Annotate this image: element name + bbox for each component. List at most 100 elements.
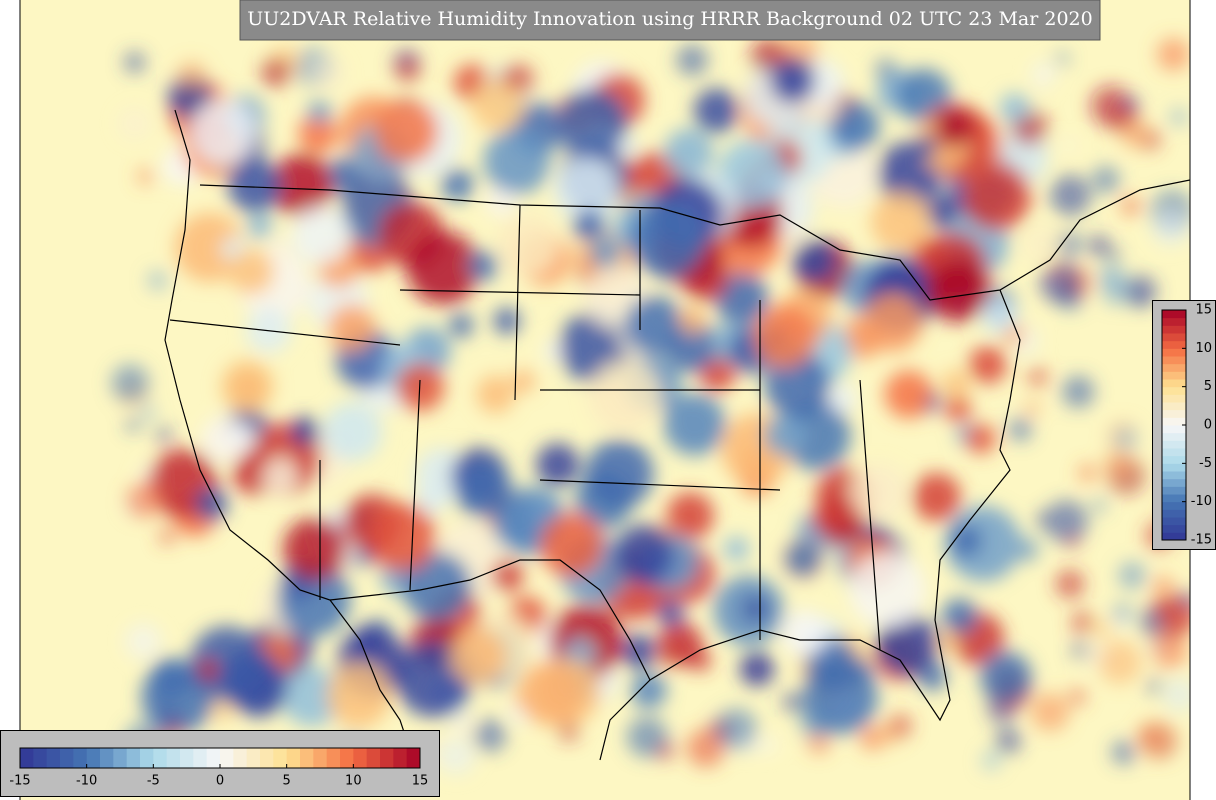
field-blob xyxy=(125,623,162,660)
field-blob xyxy=(536,443,580,487)
field-blob xyxy=(283,517,347,581)
colorbar-tick-label: -5 xyxy=(147,774,160,789)
field-blob xyxy=(174,212,245,283)
field-blob xyxy=(1092,619,1113,640)
colorbar-segment xyxy=(1162,379,1186,388)
field-blob xyxy=(119,108,150,139)
field-blob xyxy=(366,502,437,573)
field-blob xyxy=(849,463,907,521)
map xyxy=(20,0,1190,800)
field-blob xyxy=(753,304,817,368)
colorbar-segment xyxy=(340,748,354,768)
field-blob xyxy=(724,536,750,562)
field-blob xyxy=(663,393,726,456)
colorbar-segment xyxy=(1162,524,1186,533)
field-blob xyxy=(965,423,996,454)
field-blob xyxy=(1121,196,1141,216)
field-blob xyxy=(1078,463,1097,482)
field-blob xyxy=(941,598,978,634)
field-blob xyxy=(1071,611,1094,634)
colorbar-segment xyxy=(233,748,248,768)
field-blob xyxy=(999,93,1030,124)
field-blob xyxy=(1008,418,1032,442)
field-blob xyxy=(941,369,971,399)
field-blob xyxy=(310,56,345,90)
field-blob xyxy=(468,250,499,281)
colorbar-tick-label: -15 xyxy=(9,774,30,789)
colorbar-segment xyxy=(366,748,381,768)
colorbar-tick-label: 15 xyxy=(1195,303,1212,318)
colorbar-segment xyxy=(1162,471,1186,480)
innovation-field xyxy=(111,32,1190,775)
field-blob xyxy=(449,313,474,338)
colorbar-segment xyxy=(140,748,154,768)
field-blob xyxy=(849,551,926,628)
field-blob xyxy=(229,249,275,295)
field-blob xyxy=(1107,249,1121,263)
field-blob xyxy=(937,630,959,653)
field-blob xyxy=(963,162,1031,231)
field-blob xyxy=(884,370,933,419)
field-blob xyxy=(197,659,219,681)
field-blob xyxy=(1044,500,1088,544)
field-blob xyxy=(323,402,382,462)
field-blob xyxy=(159,702,174,717)
colorbar-segment xyxy=(1162,440,1186,449)
field-blob xyxy=(281,666,342,727)
colorbar-segment xyxy=(1162,363,1186,372)
field-blob xyxy=(1179,591,1190,609)
field-blob xyxy=(1092,498,1106,513)
field-blob xyxy=(1055,51,1070,66)
colorbar-tick-label: -10 xyxy=(1191,494,1212,509)
field-blob xyxy=(781,610,828,656)
field-blob xyxy=(859,724,886,751)
field-blob xyxy=(621,633,657,670)
field-blob xyxy=(624,295,684,356)
field-blob xyxy=(1068,688,1086,706)
colorbar-segment xyxy=(326,748,341,768)
colorbar-segment xyxy=(1162,455,1186,464)
colorbar-segment xyxy=(1162,425,1186,434)
colorbar-segment xyxy=(1162,486,1186,495)
field-blob xyxy=(1092,166,1120,194)
field-blob xyxy=(686,728,725,768)
field-blob xyxy=(934,109,973,148)
colorbar-segment xyxy=(1162,478,1186,487)
field-blob xyxy=(1170,108,1188,126)
colorbar-segment xyxy=(1162,417,1186,426)
colorbar-segment xyxy=(1162,394,1186,403)
colorbar-tick-label: -15 xyxy=(1191,533,1212,548)
field-blob xyxy=(221,359,274,413)
field-blob xyxy=(626,716,668,758)
colorbar-segment xyxy=(100,748,114,768)
field-blob xyxy=(888,713,913,738)
field-blob xyxy=(829,384,857,411)
field-blob xyxy=(1101,272,1134,306)
field-blob xyxy=(177,61,207,91)
colorbar-segment xyxy=(1162,348,1186,357)
field-blob xyxy=(676,44,708,76)
field-blob xyxy=(1111,740,1136,765)
colorbar-segment xyxy=(1162,532,1186,541)
colorbar-segment xyxy=(46,748,61,768)
field-blob xyxy=(557,88,628,159)
field-blob xyxy=(270,153,334,217)
field-blob xyxy=(1152,576,1175,598)
colorbar-segment xyxy=(313,748,328,768)
field-blob xyxy=(1035,78,1049,92)
title-box xyxy=(239,0,1101,41)
field-blob xyxy=(1066,535,1079,549)
field-blob xyxy=(742,595,769,622)
field-blob xyxy=(156,427,172,443)
field-blob xyxy=(1063,139,1076,153)
field-blob xyxy=(630,672,667,709)
border xyxy=(199,179,1190,301)
field-blob xyxy=(1157,38,1190,71)
field-blob xyxy=(441,168,474,201)
field-blob xyxy=(517,661,583,726)
field-blob xyxy=(493,307,521,335)
field-blob xyxy=(1031,61,1056,87)
field-blob xyxy=(195,488,228,521)
field-blob xyxy=(308,100,332,124)
colorbar-tick-label: 15 xyxy=(412,774,429,789)
